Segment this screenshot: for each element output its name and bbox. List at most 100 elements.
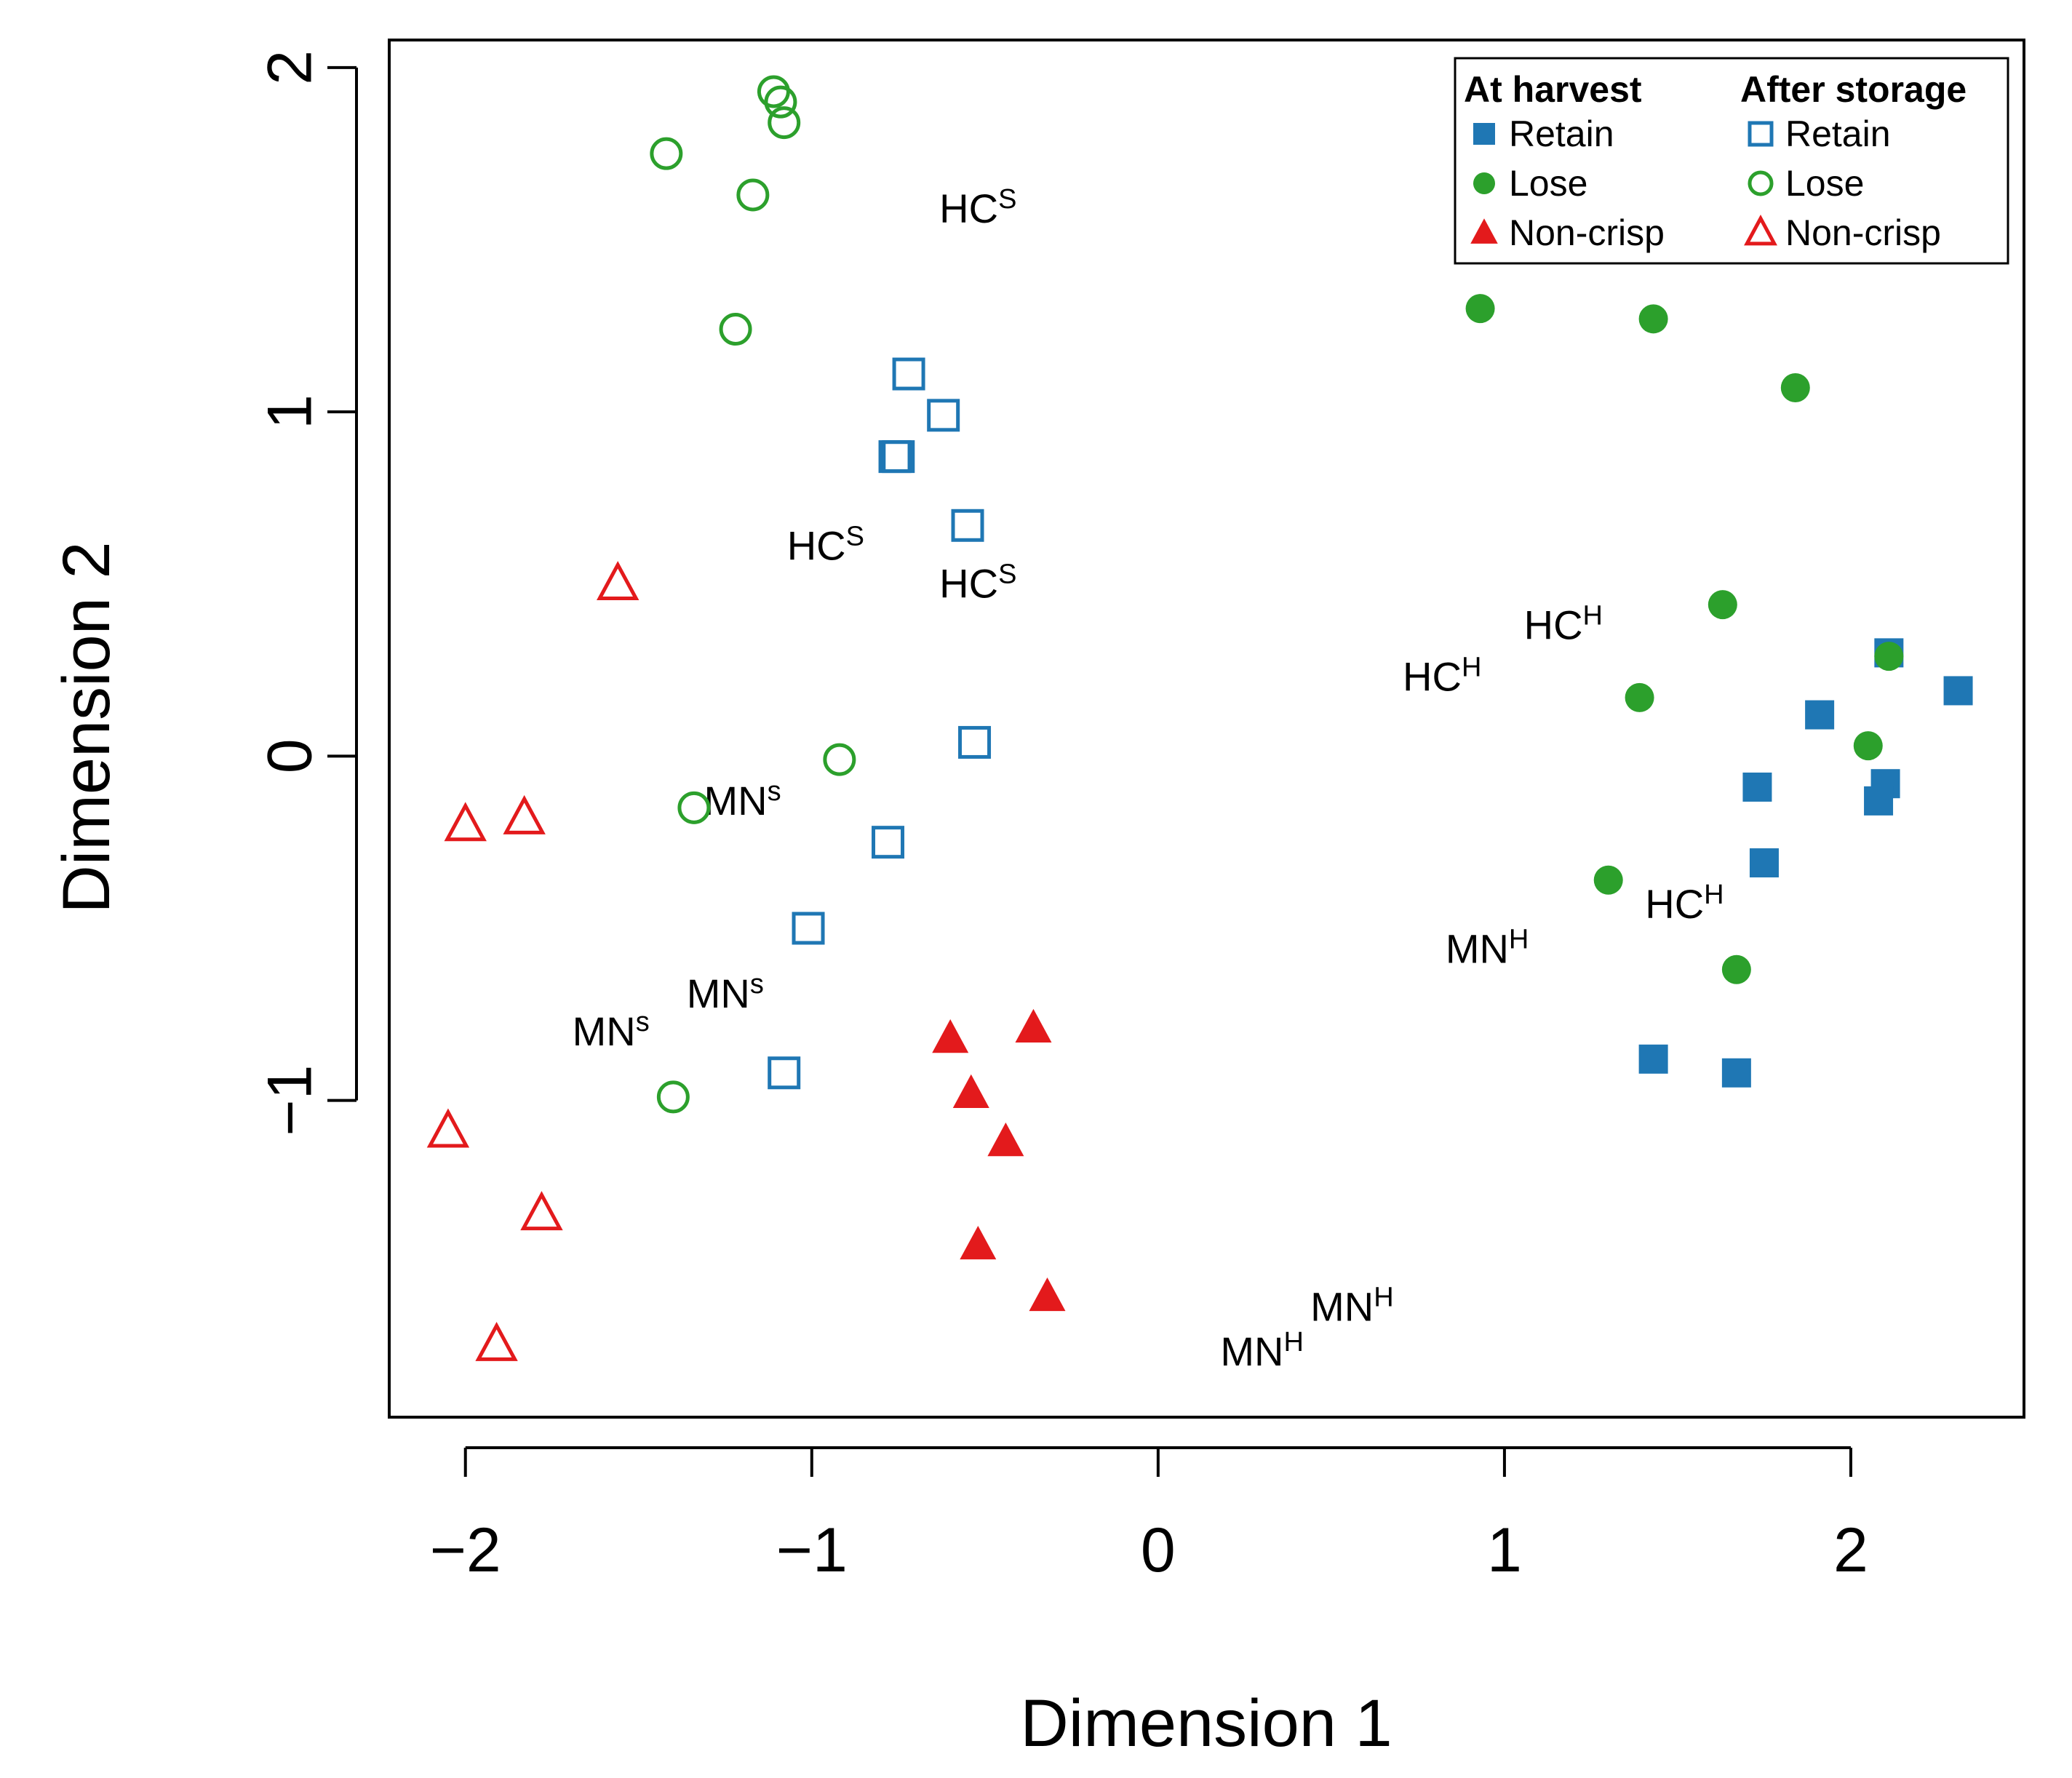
point-storage_noncrisp <box>475 1321 518 1361</box>
x-tick-label: 2 <box>1833 1515 1868 1585</box>
series-harvest_lose <box>1465 294 1904 984</box>
series-storage_lose <box>650 75 856 1114</box>
x-axis: −2 −1 0 1 2 <box>430 1446 1868 1585</box>
point-storage_retain <box>958 725 992 759</box>
point-harvest_noncrisp <box>932 1019 969 1053</box>
point-storage_lose <box>768 106 801 140</box>
point-storage_retain <box>882 440 915 474</box>
annotation-superscript: s <box>768 776 781 807</box>
x-axis-title: Dimension 1 <box>1020 1686 1392 1761</box>
point-annotation: HCH <box>1524 600 1603 647</box>
point-harvest_noncrisp <box>1015 1008 1052 1043</box>
series-harvest_retain <box>1638 638 1973 1088</box>
point-harvest_retain <box>1864 786 1894 816</box>
point-storage_lose <box>656 1080 690 1114</box>
x-tick-label: 0 <box>1141 1515 1176 1585</box>
point-harvest_lose <box>1638 304 1668 334</box>
legend-label: Retain <box>1509 113 1614 154</box>
point-storage_lose <box>736 178 770 212</box>
point-harvest_retain <box>1638 1044 1668 1074</box>
point-harvest_retain <box>1721 1058 1751 1088</box>
point-harvest_retain <box>1749 848 1779 878</box>
point-harvest_retain <box>1742 772 1772 802</box>
point-storage_lose <box>719 313 752 346</box>
point-storage_retain <box>951 509 984 542</box>
x-tick-label: −1 <box>776 1515 848 1585</box>
annotation-superscript: S <box>998 184 1016 215</box>
legend-label: Non-crisp <box>1785 212 1941 253</box>
y-tick-label: 2 <box>255 50 325 85</box>
annotation-base: HC <box>787 523 846 569</box>
series-storage_noncrisp <box>426 561 639 1361</box>
point-harvest_noncrisp <box>952 1074 989 1108</box>
legend-label: Retain <box>1785 113 1891 154</box>
point-harvest_retain <box>1805 700 1835 730</box>
point-storage_lose <box>764 85 797 119</box>
point-harvest_lose <box>1625 682 1654 712</box>
point-storage_noncrisp <box>426 1108 470 1148</box>
annotation-base: HC <box>939 561 998 607</box>
annotation-base: MN <box>1310 1283 1374 1329</box>
annotation-base: HC <box>1524 602 1583 647</box>
legend-label: Lose <box>1785 163 1864 204</box>
point-harvest_lose <box>1593 865 1623 895</box>
annotation-base: MN <box>704 778 768 824</box>
point-harvest_lose <box>1853 731 1883 761</box>
point-annotation: HCS <box>939 559 1016 607</box>
y-tick-label: −1 <box>255 1065 325 1136</box>
point-harvest_noncrisp <box>960 1225 997 1260</box>
annotation-superscript: H <box>1462 652 1481 682</box>
point-storage_noncrisp <box>444 802 487 842</box>
point-storage_noncrisp <box>503 794 546 834</box>
point-harvest_lose <box>1780 372 1810 402</box>
point-annotation: MNH <box>1310 1282 1394 1329</box>
point-annotation: MNs <box>704 776 781 824</box>
legend-marker-storage_noncrisp <box>1744 214 1777 246</box>
point-storage_retain <box>927 399 960 432</box>
point-storage_retain <box>892 357 925 391</box>
annotation-superscript: H <box>1704 880 1724 910</box>
y-axis-title: Dimension 2 <box>49 541 124 913</box>
point-storage_lose <box>650 137 683 170</box>
series-storage_retain <box>768 357 992 1090</box>
annotation-base: HC <box>1645 881 1704 927</box>
point-annotation: MNs <box>687 969 764 1016</box>
legend-marker-harvest_retain <box>1473 123 1495 145</box>
annotation-superscript: H <box>1583 600 1603 631</box>
x-tick-label: 1 <box>1487 1515 1522 1585</box>
point-harvest_lose <box>1465 294 1495 324</box>
legend-marker-harvest_lose <box>1473 172 1495 194</box>
point-annotation: HCS <box>787 522 864 569</box>
annotation-superscript: H <box>1509 924 1529 954</box>
legend-marker-storage_lose <box>1748 170 1774 196</box>
point-annotation: HCH <box>1403 652 1481 699</box>
point-annotation: HCH <box>1645 880 1724 927</box>
point-storage_noncrisp <box>520 1191 563 1231</box>
annotation-superscript: S <box>998 559 1016 590</box>
annotation-superscript: S <box>846 522 864 552</box>
y-tick-label: 1 <box>255 394 325 429</box>
annotation-superscript: H <box>1283 1327 1303 1358</box>
point-harvest_lose <box>1721 954 1751 984</box>
annotation-superscript: H <box>1374 1282 1393 1312</box>
point-harvest_retain <box>1943 676 1973 706</box>
annotation-base: HC <box>939 186 998 231</box>
point-annotation: HCS <box>939 184 1016 231</box>
point-storage_noncrisp <box>597 561 639 601</box>
annotation-base: MN <box>1220 1328 1283 1374</box>
legend-label: Non-crisp <box>1509 212 1665 253</box>
series-harvest_noncrisp <box>932 1008 1066 1312</box>
point-storage_retain <box>768 1056 801 1090</box>
y-tick-label: 0 <box>255 738 325 773</box>
annotation-base: MN <box>573 1008 636 1054</box>
point-storage_lose <box>823 743 856 776</box>
legend-marker-storage_retain <box>1748 121 1774 147</box>
legend-heading: At harvest <box>1464 69 1642 110</box>
point-annotation: MNs <box>573 1007 650 1054</box>
point-harvest_noncrisp <box>1029 1277 1066 1312</box>
point-storage_retain <box>792 912 825 945</box>
point-annotation: MNH <box>1446 924 1529 971</box>
